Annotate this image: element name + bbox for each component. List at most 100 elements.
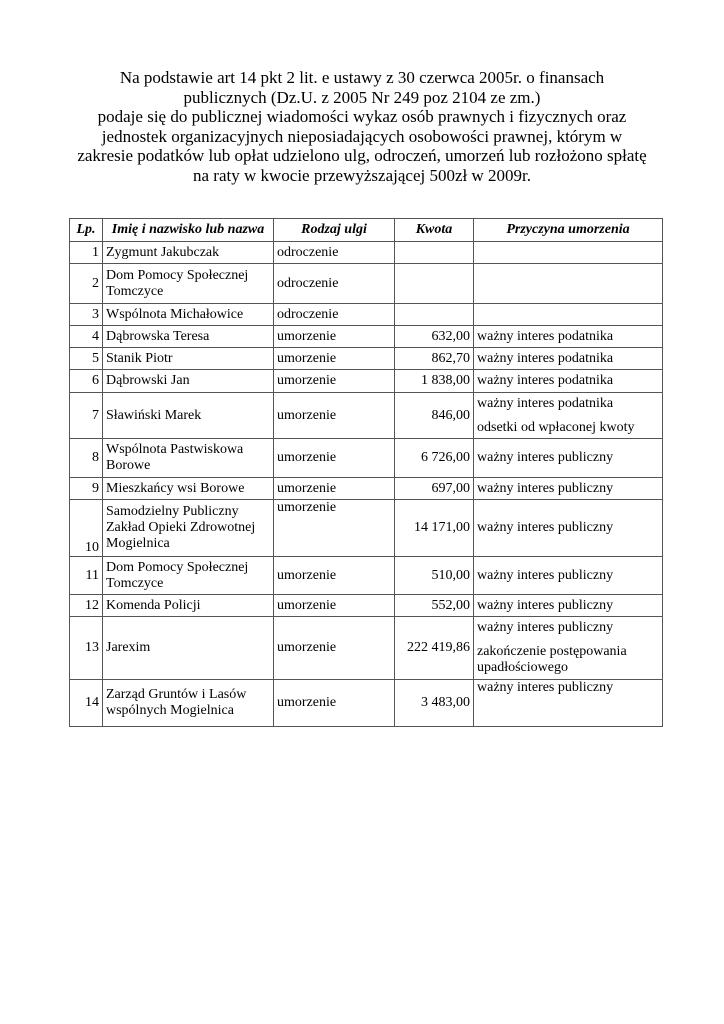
row-name: Mieszkańcy wsi Borowe xyxy=(102,477,274,500)
row-lp: 9 xyxy=(69,477,103,500)
row-amount xyxy=(394,303,474,326)
row-name: Dom Pomocy Społecznej Tomczyce xyxy=(102,556,274,595)
row-name: Dom Pomocy Społecznej Tomczyce xyxy=(102,263,274,304)
reason-line: ważny interes podatnika xyxy=(477,328,614,344)
intro-line: jednostek organizacyjnych nieposiadający… xyxy=(101,126,623,146)
row-amount: 552,00 xyxy=(394,594,474,617)
row-type: umorzenie xyxy=(273,392,395,439)
table-header-row: Lp. Imię i nazwisko lub nazwa Rodzaj ulg… xyxy=(69,218,663,242)
row-type: umorzenie xyxy=(273,347,395,370)
row-reason: ważny interes publiczny xyxy=(473,556,663,595)
row-amount: 3 483,00 xyxy=(394,679,474,727)
row-amount: 632,00 xyxy=(394,325,474,348)
header-type: Rodzaj ulgi xyxy=(273,218,395,242)
row-lp: 12 xyxy=(69,594,103,617)
row-reason: ważny interes publiczny zakończenie postę… xyxy=(473,616,663,680)
header-name: Imię i nazwisko lub nazwa xyxy=(102,218,274,242)
intro-line: zakresie podatków lub opłat udzielono ul… xyxy=(77,146,647,166)
reason-line: ważny interes publiczny xyxy=(477,520,614,535)
header-reason: Przyczyna umorzenia xyxy=(473,218,663,242)
header-lp: Lp. xyxy=(69,218,103,242)
row-type: umorzenie xyxy=(273,477,395,500)
reason-line: odsetki od wpłaconej kwoty xyxy=(477,419,635,435)
row-reason: ważny interes podatnika odsetki od wpłaco… xyxy=(473,392,663,439)
row-type: umorzenie xyxy=(273,499,395,557)
row-lp: 6 xyxy=(69,369,103,393)
row-lp: 7 xyxy=(69,392,103,439)
table-row: 2 Dom Pomocy Społecznej Tomczyce odroczeni… xyxy=(69,263,663,304)
reason-line: ważny interes publiczny xyxy=(477,567,614,583)
row-name: Sławiński Marek xyxy=(102,392,274,439)
row-lp: 1 xyxy=(69,241,103,264)
row-type: umorzenie xyxy=(273,679,395,727)
row-lp: 14 xyxy=(69,679,103,727)
reason-line: ważny interes publiczny xyxy=(477,450,614,465)
reason-line: ważny interes publiczny xyxy=(477,480,614,496)
intro-line: podaje się do publicznej wiadomości wyka… xyxy=(97,107,627,127)
table-row: 11 Dom Pomocy Społecznej Tomczyce umorzeni… xyxy=(69,556,663,595)
row-name: Komenda Policji xyxy=(102,594,274,617)
reason-line: ważny interes publiczny xyxy=(477,597,614,613)
row-amount: 846,00 xyxy=(394,392,474,439)
row-amount: 222 419,86 xyxy=(394,616,474,680)
table-row: 6 Dąbrowski Jan umorzenie 1 838,00 ważny int… xyxy=(69,369,663,393)
row-reason: ważny interes publiczny xyxy=(473,438,663,478)
row-name: Wspólnota Pastwiskowa Borowe xyxy=(102,438,274,478)
table-row: 5 Stanik Piotr umorzenie 862,70 ważny intere… xyxy=(69,347,663,370)
row-type: umorzenie xyxy=(273,325,395,348)
row-reason: ważny interes podatnika xyxy=(473,347,663,370)
row-name: Zarząd Gruntów i Lasów wspólnych Mogieln… xyxy=(102,679,274,727)
row-reason: ważny interes podatnika xyxy=(473,369,663,393)
row-type: umorzenie xyxy=(273,556,395,595)
row-lp: 2 xyxy=(69,263,103,304)
row-amount: 697,00 xyxy=(394,477,474,500)
row-lp: 10 xyxy=(69,499,103,557)
header-amount: Kwota xyxy=(394,218,474,242)
reason-line: ważny interes publiczny xyxy=(477,680,614,696)
row-lp: 11 xyxy=(69,556,103,595)
row-lp: 8 xyxy=(69,438,103,478)
row-lp: 5 xyxy=(69,347,103,370)
table-row: 14 Zarząd Gruntów i Lasów wspólnych Mogie… xyxy=(69,679,663,727)
table-row: 12 Komenda Policji umorzenie 552,00 ważny in… xyxy=(69,594,663,617)
row-amount: 14 171,00 xyxy=(394,499,474,557)
table-row: 1 Zygmunt Jakubczak odroczenie xyxy=(69,241,663,264)
row-type: umorzenie xyxy=(273,438,395,478)
reason-line: ważny interes podatnika xyxy=(477,350,614,366)
row-amount: 510,00 xyxy=(394,556,474,595)
row-name: Zygmunt Jakubczak xyxy=(102,241,274,264)
row-lp: 3 xyxy=(69,303,103,326)
row-reason: ważny interes podatnika xyxy=(473,325,663,348)
intro-line: Na podstawie art 14 pkt 2 lit. e ustawy … xyxy=(119,68,605,87)
reason-line: ważny interes publiczny xyxy=(477,620,614,635)
relief-table: Lp. Imię i nazwisko lub nazwa Rodzaj ulg… xyxy=(69,218,663,727)
row-type: odroczenie xyxy=(273,303,395,326)
row-reason xyxy=(473,263,663,304)
row-type: umorzenie xyxy=(273,594,395,617)
row-type: umorzenie xyxy=(273,616,395,680)
row-reason xyxy=(473,303,663,326)
table-row: 3 Wspólnota Michałowice odroczenie xyxy=(69,303,663,326)
row-reason xyxy=(473,241,663,264)
row-type: umorzenie xyxy=(273,369,395,393)
reason-line: ważny interes podatnika xyxy=(477,395,614,411)
row-lp: 13 xyxy=(69,616,103,680)
row-type: odroczenie xyxy=(273,241,395,264)
row-amount: 6 726,00 xyxy=(394,438,474,478)
row-reason: ważny interes publiczny xyxy=(473,594,663,617)
table-row: 4 Dąbrowska Teresa umorzenie 632,00 ważny in… xyxy=(69,325,663,348)
row-name: Jarexim xyxy=(102,616,274,680)
row-type: odroczenie xyxy=(273,263,395,304)
row-name: Dąbrowski Jan xyxy=(102,369,274,393)
row-name: Dąbrowska Teresa xyxy=(102,325,274,348)
row-reason: ważny interes publiczny xyxy=(473,477,663,500)
table-row: 7 Sławiński Marek umorzenie 846,00 ważny int… xyxy=(69,392,663,439)
table-row: 13 Jarexim umorzenie 222 419,86 ważny intere… xyxy=(69,616,663,680)
table-row: 8 Wspólnota Pastwiskowa Borowe umorzenie 6 … xyxy=(69,438,663,478)
row-reason: ważny interes publiczny xyxy=(473,499,663,557)
intro-line: publicznych (Dz.U. z 2005 Nr 249 poz 210… xyxy=(183,87,541,107)
table-row: 10 Samodzielny Publiczny Zakład Opieki Zd… xyxy=(69,499,663,557)
row-amount xyxy=(394,241,474,264)
row-name: Samodzielny Publiczny Zakład Opieki Zdro… xyxy=(102,499,274,557)
row-amount xyxy=(394,263,474,304)
